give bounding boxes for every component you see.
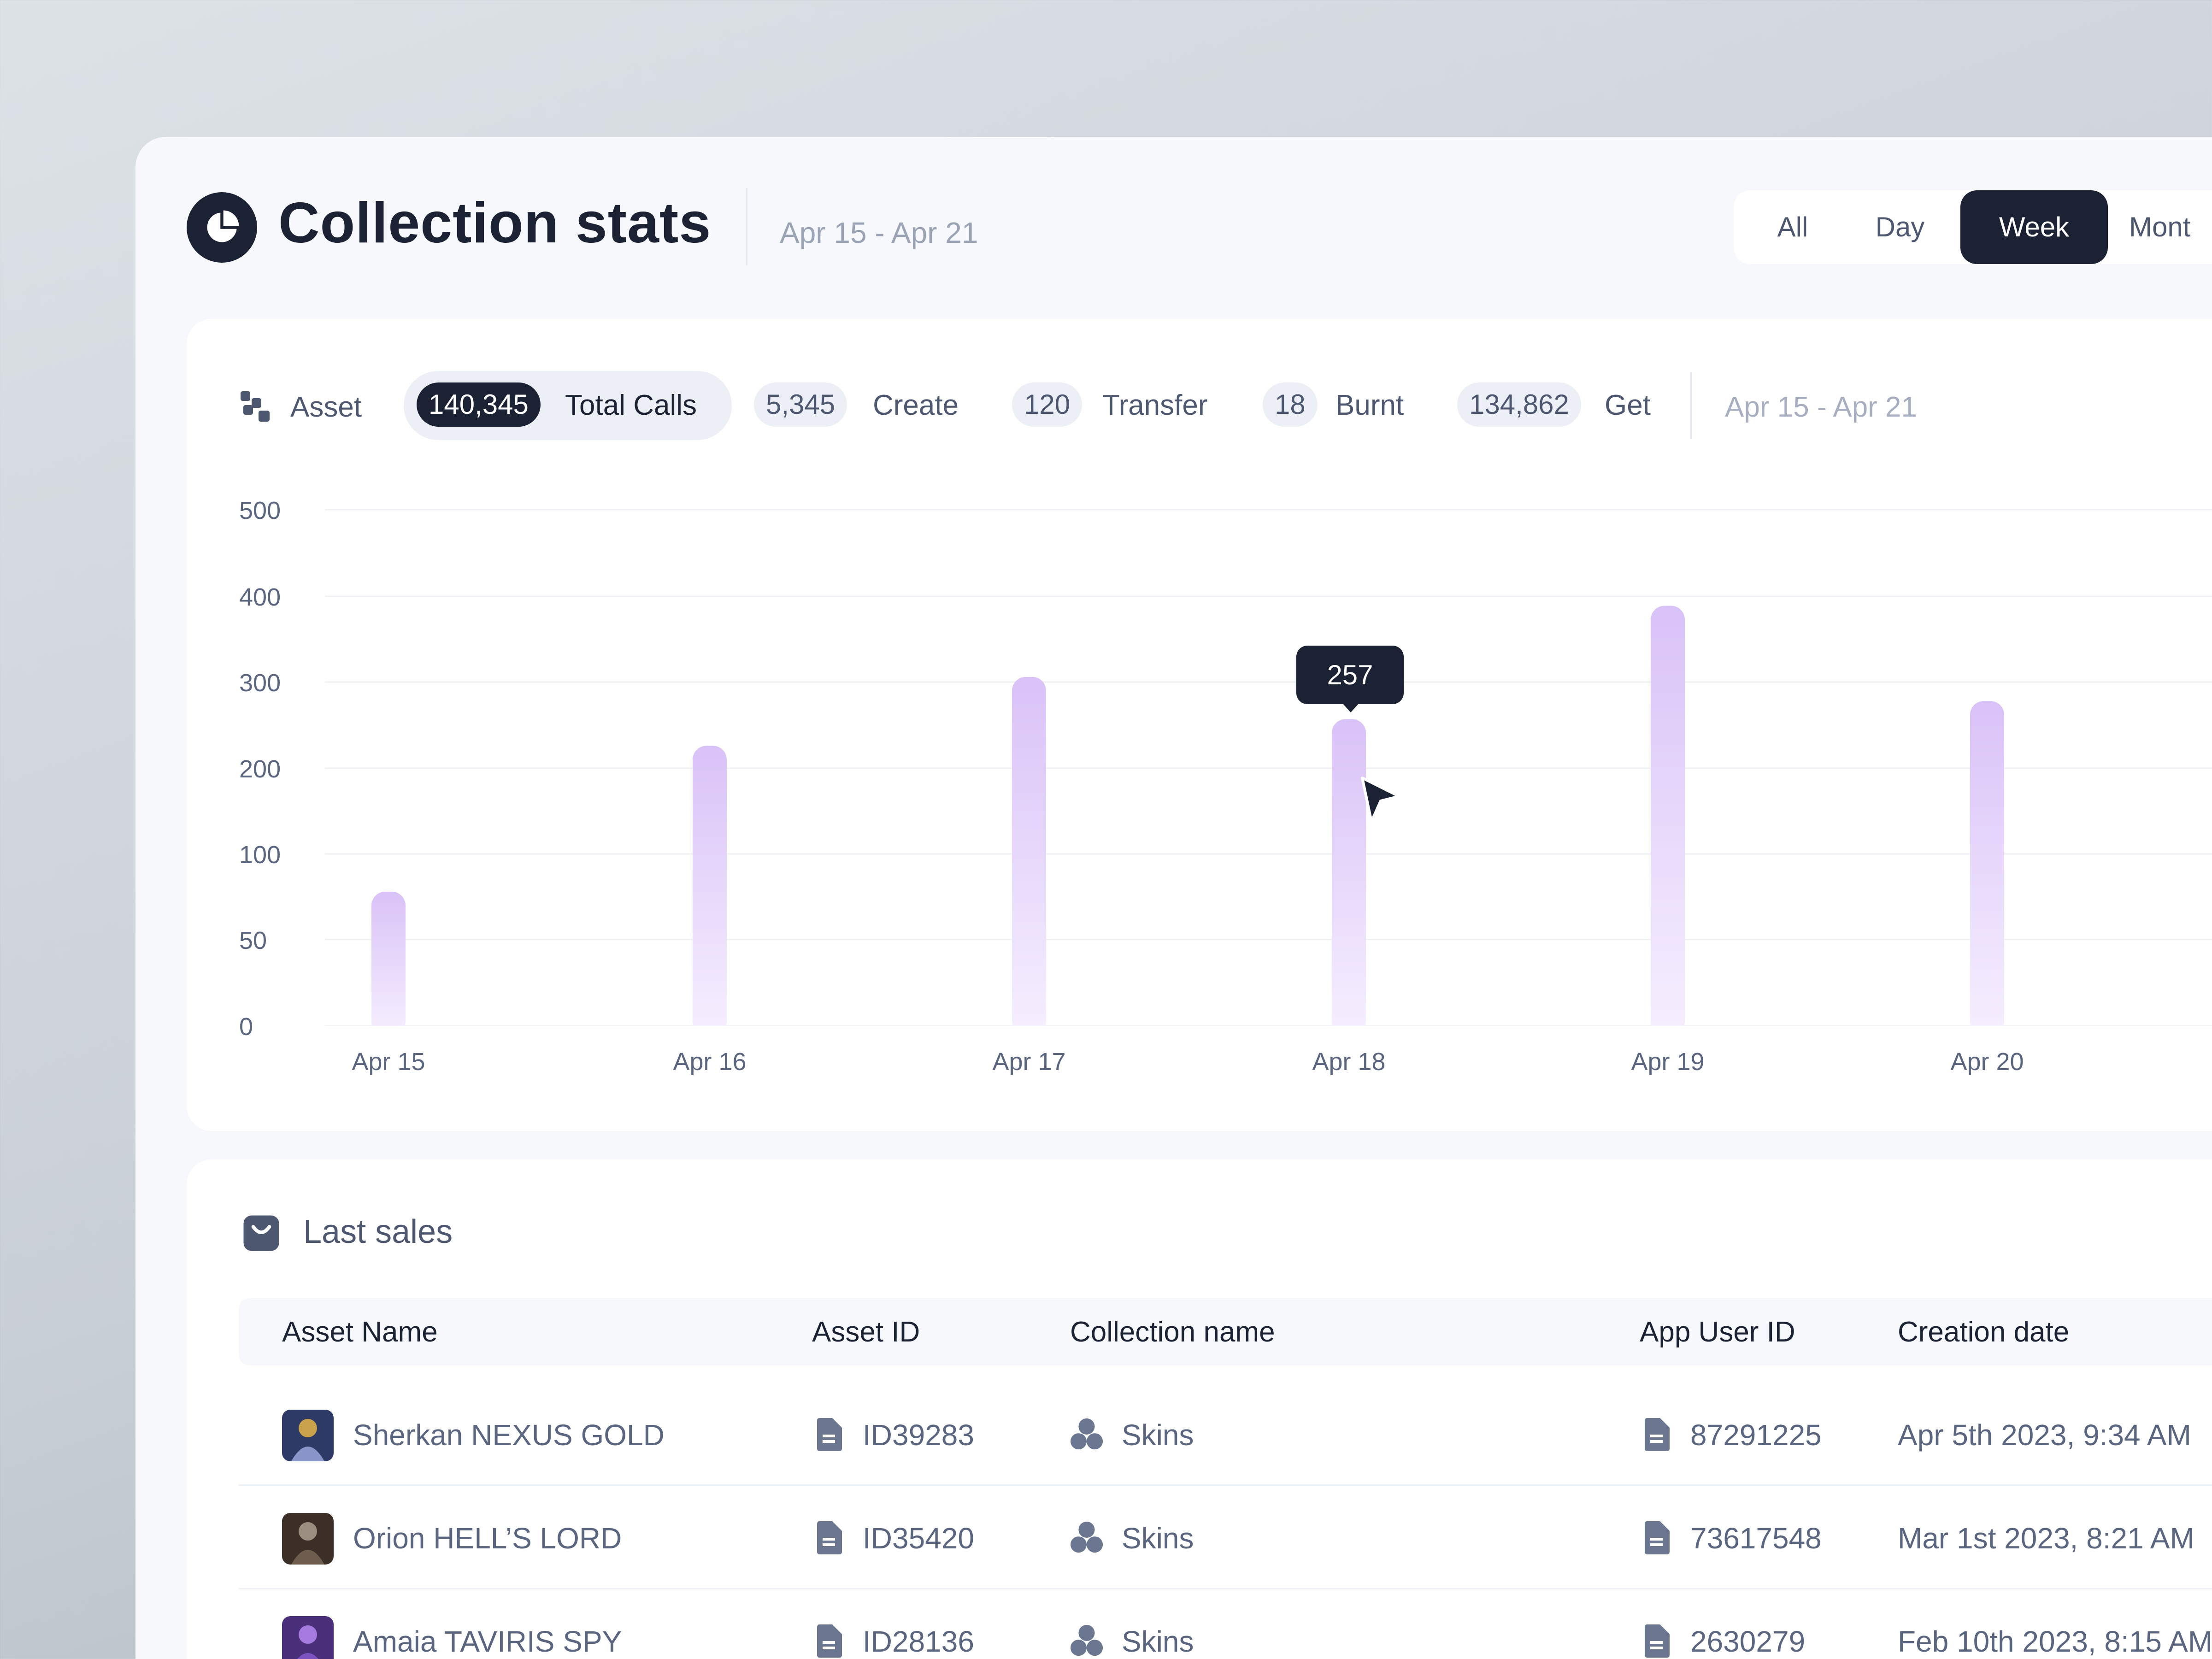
y-tick-label: 50 <box>239 927 267 954</box>
y-tick-label: 400 <box>239 583 281 611</box>
row-divider <box>239 1588 2212 1589</box>
chart-bar[interactable] <box>1332 719 1366 1035</box>
document-icon <box>1645 1624 1670 1658</box>
mouse-cursor-icon <box>1361 777 1400 823</box>
table-header <box>239 1298 2212 1365</box>
sales-title: Last sales <box>303 1213 453 1250</box>
asset-id: ID39283 <box>863 1418 974 1452</box>
metric-label-total-calls: Total Calls <box>565 389 697 421</box>
blocks-icon <box>241 391 270 422</box>
y-tick-label: 300 <box>239 669 281 697</box>
asset-id: ID28136 <box>863 1625 974 1658</box>
asset-name[interactable]: Orion HELL’S LORD <box>353 1522 622 1555</box>
collection-name: Skins <box>1122 1418 1194 1452</box>
asset-label: Asset <box>290 391 362 423</box>
tab-day[interactable]: Day <box>1875 212 1925 242</box>
row-divider <box>239 1484 2212 1486</box>
column-header-app-user-id[interactable]: App User ID <box>1640 1316 1795 1348</box>
tab-all[interactable]: All <box>1777 212 1808 242</box>
document-icon <box>817 1521 842 1554</box>
chart-bar[interactable] <box>1012 677 1046 1035</box>
header-date-range: Apr 15 - Apr 21 <box>780 216 978 249</box>
pie-chart-icon <box>187 192 257 263</box>
document-icon <box>817 1624 842 1658</box>
x-tick-label: Apr 16 <box>673 1048 746 1076</box>
asset-avatar <box>282 1616 334 1659</box>
asset-name[interactable]: Sherkan NEXUS GOLD <box>353 1418 665 1452</box>
x-tick-label: Apr 20 <box>1950 1048 2024 1076</box>
collection-name: Skins <box>1122 1625 1194 1658</box>
collection-icon <box>1070 1418 1103 1450</box>
metric-count-total-calls: 140,345 <box>417 382 541 427</box>
stats-divider <box>1690 372 1692 439</box>
document-icon <box>817 1418 842 1451</box>
metric-label-transfer[interactable]: Transfer <box>1102 389 1208 421</box>
metric-count-burnt[interactable]: 18 <box>1263 382 1318 427</box>
column-header-collection-name[interactable]: Collection name <box>1070 1316 1275 1348</box>
document-icon <box>1645 1418 1670 1451</box>
creation-date: Apr 5th 2023, 9:34 AM <box>1898 1418 2191 1452</box>
metric-label-create[interactable]: Create <box>873 389 959 421</box>
metric-count-transfer[interactable]: 120 <box>1012 382 1082 427</box>
chart-bar[interactable] <box>1970 701 2004 1035</box>
creation-date: Mar 1st 2023, 8:21 AM <box>1898 1522 2194 1555</box>
last-sales-card <box>187 1159 2212 1659</box>
column-header-asset-name[interactable]: Asset Name <box>282 1316 438 1348</box>
shopping-bag-icon <box>243 1215 279 1251</box>
stats-date-range: Apr 15 - Apr 21 <box>1725 391 1918 423</box>
metric-label-burnt[interactable]: Burnt <box>1335 389 1404 421</box>
app-user-id: 73617548 <box>1690 1522 1822 1555</box>
asset-name[interactable]: Amaia TAVIRIS SPY <box>353 1625 622 1658</box>
asset-avatar <box>282 1410 334 1461</box>
app-user-id: 2630279 <box>1690 1625 1806 1658</box>
column-header-creation-date[interactable]: Creation date <box>1898 1316 2070 1348</box>
chart-bar[interactable] <box>371 891 406 1035</box>
chart-bar[interactable] <box>693 746 727 1035</box>
y-tick-label: 200 <box>239 755 281 783</box>
x-tick-label: Apr 17 <box>992 1048 1065 1076</box>
collection-icon <box>1070 1624 1103 1656</box>
app-user-id: 87291225 <box>1690 1418 1822 1452</box>
page-title: Collection stats <box>278 191 712 255</box>
asset-avatar <box>282 1513 334 1565</box>
period-tabs: All Day Week Mont <box>1734 190 2212 264</box>
document-icon <box>1645 1521 1670 1554</box>
stats-card <box>187 319 2212 1131</box>
y-tick-label: 100 <box>239 841 281 869</box>
metric-count-create[interactable]: 5,345 <box>754 382 847 427</box>
y-tick-label: 500 <box>239 497 281 524</box>
x-tick-label: Apr 18 <box>1312 1048 1385 1076</box>
title-divider <box>746 188 747 265</box>
column-header-asset-id[interactable]: Asset ID <box>812 1316 920 1348</box>
collection-icon <box>1070 1521 1103 1553</box>
creation-date: Feb 10th 2023, 8:15 AM <box>1898 1625 2212 1658</box>
tab-week[interactable]: Week <box>1960 190 2108 264</box>
axis-mask <box>325 1026 2212 1035</box>
bar-value-tooltip: 257 <box>1296 646 1404 712</box>
metric-label-get[interactable]: Get <box>1605 389 1651 421</box>
collection-name: Skins <box>1122 1522 1194 1555</box>
chart-bar[interactable] <box>1651 606 1685 1035</box>
metric-count-get[interactable]: 134,862 <box>1457 382 1581 427</box>
tab-month[interactable]: Mont <box>2129 212 2191 242</box>
asset-id: ID35420 <box>863 1522 974 1555</box>
y-tick-label: 0 <box>239 1013 253 1041</box>
x-tick-label: Apr 19 <box>1631 1048 1704 1076</box>
x-tick-label: Apr 15 <box>352 1048 425 1076</box>
